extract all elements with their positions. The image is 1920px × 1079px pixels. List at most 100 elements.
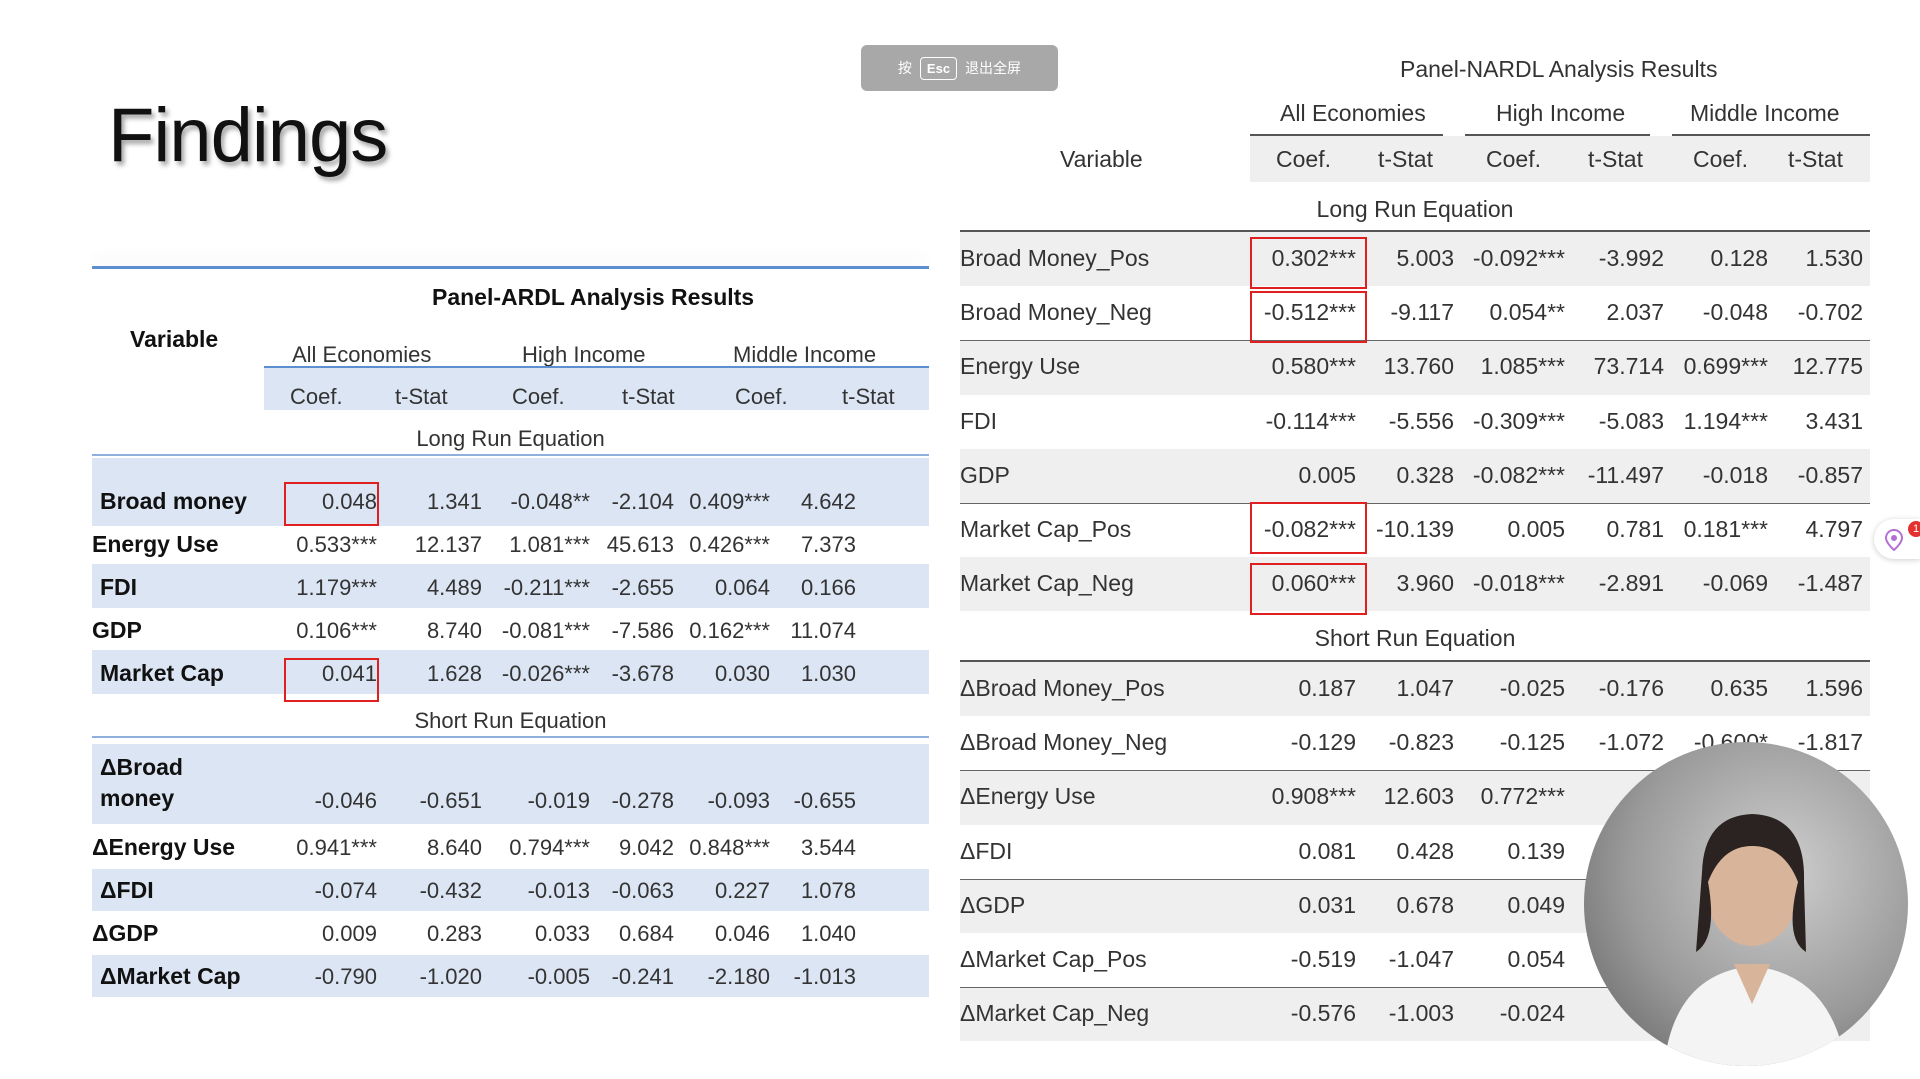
nardl-cell: 1.596 (1805, 675, 1863, 701)
ardl-row-band (92, 564, 929, 608)
nardl-cell: -1.072 (1598, 729, 1664, 756)
ardl-cell: 0.046 (714, 921, 770, 946)
ardl-cell: -7.586 (611, 618, 674, 643)
ardl-sub-tstat-2: t-Stat (622, 384, 675, 409)
nardl-cell: -0.082*** (1263, 516, 1356, 542)
nardl-cell: -0.082*** (1472, 461, 1565, 488)
nardl-cell: -0.069 (1702, 570, 1768, 597)
nardl-cell: 0.699*** (1683, 353, 1768, 380)
nardl-cell: -3.992 (1598, 245, 1664, 271)
nardl-cell: 0.081 (1298, 837, 1356, 864)
nardl-cell: -0.576 (1290, 1000, 1356, 1027)
nardl-cell: -0.309*** (1472, 407, 1565, 434)
nardl-cell: -11.497 (1587, 461, 1664, 488)
nardl-cell: 3.960 (1396, 570, 1454, 597)
nardl-row-label: ΔFDI (960, 837, 1013, 864)
nardl-cell: 0.908*** (1271, 783, 1356, 810)
notification-count: 1 (1908, 521, 1920, 537)
nardl-row-label: ΔBroad Money_Neg (960, 729, 1168, 756)
nardl-cell: 1.530 (1805, 245, 1863, 271)
ardl-long-run-rule (92, 454, 929, 456)
ardl-cell: 0.283 (426, 921, 482, 946)
ardl-row-label: GDP (92, 617, 142, 643)
nardl-cell: 12.775 (1792, 353, 1863, 380)
exit-fullscreen-toast[interactable]: 按 Esc 退出全屏 (861, 45, 1058, 91)
ardl-row-label: ΔEnergy Use (92, 834, 236, 860)
nardl-cell: -1.487 (1797, 570, 1863, 597)
nardl-group-rule (1250, 134, 1870, 136)
pin-icon (1884, 529, 1904, 551)
nardl-row-rule (960, 987, 1870, 989)
ardl-top-rule (92, 266, 929, 269)
ardl-cell: 0.033 (534, 921, 590, 946)
nardl-subheader-band (1250, 136, 1870, 182)
nardl-cell: 0.678 (1396, 891, 1454, 918)
nardl-cell: 0.772*** (1480, 783, 1565, 810)
nardl-long-run-rule (960, 230, 1870, 232)
ardl-row-label: ΔBroad money (100, 754, 183, 811)
nardl-row-rule (960, 340, 1870, 342)
toast-prefix: 按 (897, 60, 912, 76)
nardl-cell: -0.092*** (1472, 245, 1565, 271)
ardl-cell: 1.081*** (509, 532, 590, 557)
nardl-row-rule (960, 878, 1870, 880)
nardl-cell: -1.047 (1388, 946, 1454, 972)
nardl-row-label: ΔEnergy Use (960, 783, 1096, 810)
ardl-row-band (92, 955, 929, 997)
ardl-cell: 1.078 (800, 878, 856, 903)
nardl-group-gap-1 (1443, 130, 1465, 138)
nardl-cell: -5.556 (1388, 407, 1454, 434)
ardl-cell: 0.684 (618, 921, 674, 946)
ardl-short-run-rule (92, 736, 929, 738)
nardl-cell: -10.139 (1375, 516, 1454, 542)
presenter-video[interactable] (1584, 742, 1908, 1066)
nardl-cell: -0.018 (1702, 461, 1768, 488)
ardl-cell: 1.030 (800, 661, 856, 686)
nardl-row-label: ΔMarket Cap_Neg (960, 1000, 1150, 1027)
ardl-cell: 0.048 (321, 489, 377, 514)
nardl-sub-coef-1: Coef. (1276, 146, 1331, 172)
nardl-sub-tstat-2: t-Stat (1588, 146, 1643, 172)
notification-badge[interactable]: 1 (1874, 519, 1920, 559)
nardl-row-band (960, 557, 1870, 612)
ardl-row-label: Broad money (100, 488, 247, 514)
nardl-cell: -0.702 (1797, 299, 1863, 326)
nardl-cell: 0.635 (1710, 675, 1768, 701)
ardl-sub-coef-2: Coef. (512, 384, 565, 409)
ardl-group-all: All Economies (292, 342, 432, 367)
ardl-cell: 11.074 (790, 618, 856, 643)
nardl-row-label: FDI (960, 407, 998, 434)
nardl-row-rule (960, 770, 1870, 772)
nardl-highlight-broad-money-neg (1250, 291, 1367, 343)
ardl-cell: 45.613 (606, 532, 674, 557)
ardl-cell: 4.642 (800, 489, 856, 514)
ardl-cell: 1.341 (426, 489, 482, 514)
nardl-cell: 0.181*** (1683, 516, 1768, 542)
ardl-subheader-band (264, 368, 929, 410)
ardl-cell: -0.048** (510, 489, 590, 514)
slide-title: Findings (108, 93, 388, 178)
nardl-cell: 0.302*** (1271, 245, 1356, 271)
nardl-short-run-label: Short Run Equation (1314, 625, 1516, 651)
ardl-row-label: ΔFDI (100, 877, 154, 903)
nardl-cell: 4.797 (1805, 516, 1863, 542)
ardl-short-run-label: Short Run Equation (414, 708, 607, 733)
nardl-highlight-broad-money-pos (1250, 237, 1367, 289)
nardl-cell: -0.048 (1702, 299, 1768, 326)
nardl-cell: 0.005 (1507, 516, 1565, 542)
ardl-cell: 0.041 (321, 661, 377, 686)
nardl-sub-coef-2: Coef. (1486, 146, 1541, 172)
nardl-cell: -0.519 (1290, 946, 1356, 972)
nardl-cell: 13.760 (1383, 353, 1454, 380)
nardl-cell: 0.187 (1298, 675, 1356, 701)
toast-suffix: 退出全屏 (965, 60, 1022, 76)
ardl-cell: -0.241 (611, 964, 674, 989)
ardl-row-label: Market Cap (100, 660, 224, 686)
ardl-cell: 7.373 (800, 532, 856, 557)
ardl-sub-tstat-1: t-Stat (395, 384, 448, 409)
nardl-cell: 0.580*** (1271, 353, 1356, 380)
ardl-cell: 0.009 (321, 921, 377, 946)
ardl-title: Panel-ARDL Analysis Results (432, 284, 755, 310)
ardl-cell: -1.013 (793, 964, 856, 989)
nardl-cell: -0.125 (1499, 729, 1565, 756)
